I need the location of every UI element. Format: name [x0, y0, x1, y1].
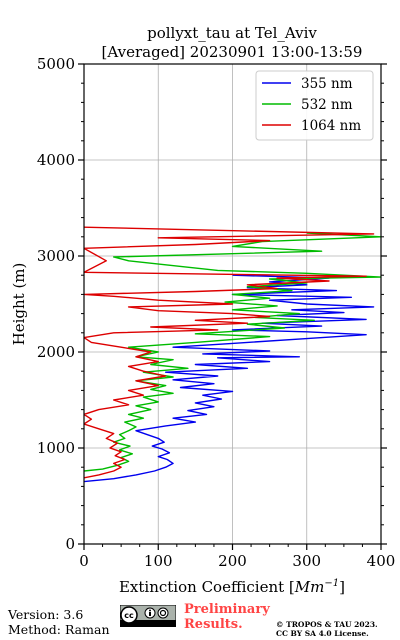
y-tick-label-1: 1000: [37, 439, 75, 457]
preliminary-line-1: Preliminary: [184, 602, 270, 617]
y-tick-label-2: 2000: [37, 343, 75, 361]
x-axis-label-text: Extinction Coefficient [: [119, 578, 295, 596]
series-line-1064-nm: [84, 226, 375, 479]
x-axis-label-unit: Mm: [294, 578, 325, 596]
copyright-line-1: © TROPOS & TAU 2023.: [276, 620, 378, 629]
series-line-355-nm: [84, 274, 375, 483]
svg-text:cc: cc: [124, 611, 134, 620]
copyright-line-2: CC BY SA 4.0 License.: [276, 629, 369, 638]
x-tick-label-2: 200: [218, 552, 247, 570]
version-text: Version: 3.6: [8, 607, 84, 622]
x-tick-label-1: 100: [144, 552, 173, 570]
chart-subtitle: [Averaged] 20230901 13:00-13:59: [102, 43, 363, 61]
copyright-note: © TROPOS & TAU 2023. CC BY SA 4.0 License…: [276, 620, 378, 638]
legend-label-0: 355 nm: [301, 76, 353, 92]
series-layer: [84, 226, 381, 483]
y-tick-label-4: 4000: [37, 151, 75, 169]
x-tick-label-3: 300: [292, 552, 321, 570]
x-axis-label: Extinction Coefficient [Mm−1]: [119, 578, 345, 596]
legend-label-1: 532 nm: [301, 97, 353, 113]
y-tick-label-0: 0: [65, 535, 75, 553]
legend: 355 nm 532 nm 1064 nm: [255, 70, 374, 141]
legend-box: [255, 70, 374, 141]
y-axis-label: Height (m): [10, 263, 28, 346]
cc-by-sa-badge: cc: [120, 605, 176, 627]
chart-title: pollyxt_tau at Tel_Aviv: [147, 24, 317, 42]
legend-label-2: 1064 nm: [301, 118, 361, 134]
x-tick-label-4: 400: [367, 552, 396, 570]
preliminary-note: Preliminary Results.: [184, 602, 270, 632]
x-tick-label-0: 0: [79, 552, 89, 570]
preliminary-line-2: Results.: [184, 617, 243, 632]
y-tick-label-3: 3000: [37, 247, 75, 265]
y-tick-label-5: 5000: [37, 55, 75, 73]
x-axis-label-exponent: −1: [324, 578, 339, 589]
method-text: Method: Raman: [8, 622, 110, 637]
x-axis-label-close: ]: [339, 578, 345, 596]
